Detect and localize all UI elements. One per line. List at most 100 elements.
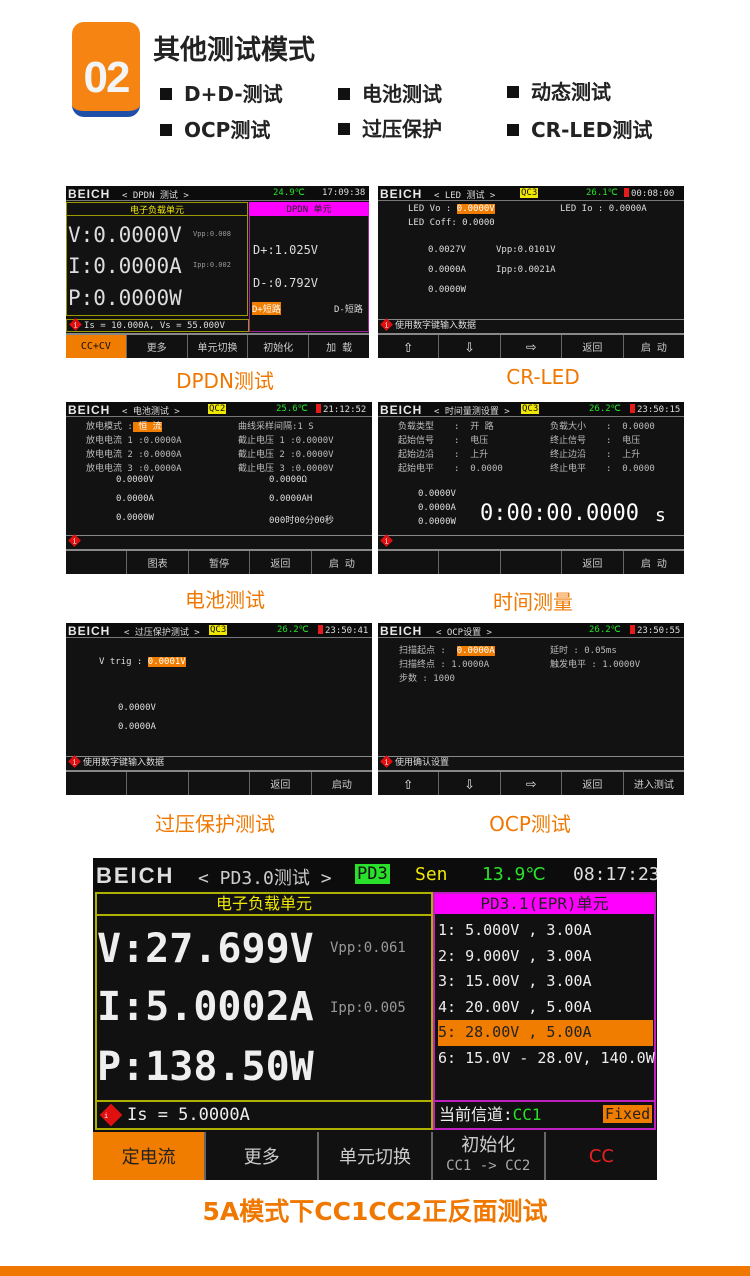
trigger-level-field[interactable]: 触发电平 : 1.0000V <box>550 660 641 670</box>
pdo-item[interactable]: 4: 20.00V , 5.00A <box>438 997 592 1016</box>
discharge-mode-value[interactable]: 恒 流 <box>132 422 162 432</box>
unit-switch-button[interactable]: 单元切换 <box>186 335 248 358</box>
scan-start-field[interactable]: 扫描起点 : 0.0000A <box>399 643 495 656</box>
setting-label: 终止信号 <box>550 436 587 446</box>
scan-start-value[interactable]: 0.0000A <box>456 646 495 656</box>
right-arrow-button[interactable]: ⇨ <box>499 335 561 358</box>
discharge-current-3[interactable]: 放电电流 3 :0.0000A <box>86 464 182 474</box>
dplus-short-indicator[interactable]: D+短路 <box>252 302 281 315</box>
init-button[interactable]: 初始化 CC1 -> CC2 <box>430 1132 544 1180</box>
setting-row[interactable]: 起始电平: 0.0000 <box>398 464 503 474</box>
start-button[interactable]: 启 动 <box>622 551 684 574</box>
constant-current-button[interactable]: 定电流 <box>93 1132 205 1180</box>
empty-softkey[interactable] <box>66 772 126 795</box>
vpp-reading: Vpp:0.0101V <box>496 245 556 255</box>
setting-value[interactable]: 电压 <box>470 436 489 446</box>
setting-label: 起始边沿 <box>398 450 435 460</box>
setting-value[interactable]: 上升 <box>470 450 489 460</box>
fixed-badge: Fixed <box>603 1105 653 1123</box>
clock: 00:08:00 <box>624 188 674 199</box>
more-button[interactable]: 更多 <box>125 335 187 358</box>
vtrig-field[interactable]: V trig : 0.0001V <box>99 657 186 667</box>
clock: 23:50:41 <box>318 625 368 636</box>
load-button[interactable]: 加 载 <box>308 335 369 358</box>
pause-button[interactable]: 暂停 <box>187 551 249 574</box>
discharge-current-1[interactable]: 放电电流 1 :0.0000A <box>86 436 182 446</box>
down-arrow-button[interactable]: ⇩ <box>438 335 499 358</box>
setting-row[interactable]: 起始信号: 电压 <box>398 436 489 446</box>
dminus-short-indicator[interactable]: D-短路 <box>334 305 363 315</box>
cutoff-voltage-1[interactable]: 截止电压 1 :0.0000V <box>238 436 334 446</box>
pdo-item[interactable]: 2: 9.000V , 3.00A <box>438 946 592 965</box>
pd-caption: 5A模式下CC1CC2正反面测试 <box>202 1197 548 1226</box>
back-button[interactable]: 返回 <box>249 772 310 795</box>
current-reading: I:5.0002A <box>97 984 314 1030</box>
info-icon <box>69 318 82 331</box>
setting-value[interactable]: 电压 <box>622 436 641 446</box>
scan-end-field[interactable]: 扫描终点 : 1.0000A <box>399 660 490 670</box>
discharge-mode-label: 放电模式 : <box>86 422 133 432</box>
empty-softkey[interactable] <box>438 551 499 574</box>
status-bar: Is = 5.0000A <box>95 1100 433 1130</box>
up-arrow-button[interactable]: ⇧ <box>403 336 414 357</box>
empty-softkey[interactable] <box>66 551 126 574</box>
status-text: Is = 5.0000A <box>127 1105 250 1125</box>
setting-value[interactable]: 0.0000 <box>622 422 655 432</box>
setting-row[interactable]: 终止边沿: 上升 <box>550 450 641 460</box>
setting-value[interactable]: 上升 <box>622 450 641 460</box>
delay-field[interactable]: 延时 : 0.05ms <box>550 646 617 656</box>
setting-row[interactable]: 起始边沿: 上升 <box>398 450 489 460</box>
setting-value[interactable]: 开 路 <box>470 422 494 432</box>
chart-button[interactable]: 图表 <box>126 551 187 574</box>
right-arrow-button[interactable]: ⇨ <box>499 772 561 795</box>
setting-row[interactable]: 负载类型: 开 路 <box>398 422 494 432</box>
unit-switch-button[interactable]: 单元切换 <box>317 1132 430 1180</box>
steps-field[interactable]: 步数 : 1000 <box>399 674 455 684</box>
pdo-item-selected[interactable]: 5: 28.00V , 5.00A <box>438 1020 653 1046</box>
vtrig-value[interactable]: 0.0001V <box>147 657 186 667</box>
empty-softkey[interactable] <box>499 551 561 574</box>
led-vo-value[interactable]: 0.0000V <box>456 204 495 214</box>
more-button[interactable]: 更多 <box>204 1132 317 1180</box>
start-button[interactable]: 启 动 <box>622 335 684 358</box>
up-arrow-button[interactable]: ⇧ <box>403 773 414 794</box>
pdo-item[interactable]: 1: 5.000V , 3.00A <box>438 921 592 939</box>
back-button[interactable]: 返回 <box>561 772 622 795</box>
pdo-item[interactable]: 6: 15.0V - 28.0V, 140.0W <box>438 1048 655 1067</box>
setting-value[interactable]: 0.0000 <box>622 464 655 474</box>
setting-row[interactable]: 负载大小: 0.0000 <box>550 422 655 432</box>
pdo-item[interactable]: 3: 15.00V , 3.00A <box>438 972 592 991</box>
discharge-current-2[interactable]: 放电电流 2 :0.0000A <box>86 450 182 460</box>
led-io-field[interactable]: LED Io : 0.0000A <box>560 204 647 214</box>
timer-display: 0:00:00.0000 <box>480 501 639 526</box>
empty-softkey[interactable] <box>126 772 187 795</box>
sample-interval-field[interactable]: 曲线采样间隔:1 S <box>238 422 314 432</box>
pd-panel-title: PD3.1(EPR)单元 <box>435 894 654 914</box>
back-button[interactable]: 返回 <box>249 551 310 574</box>
down-arrow-button[interactable]: ⇩ <box>438 772 499 795</box>
init-button[interactable]: 初始化 <box>247 335 308 358</box>
setting-value[interactable]: 0.0000 <box>470 464 503 474</box>
cutoff-voltage-3[interactable]: 截止电压 3 :0.0000V <box>238 464 334 474</box>
enter-test-button[interactable]: 进入测试 <box>622 772 684 795</box>
discharge-mode-field[interactable]: 放电模式 : 恒 流 <box>86 419 162 432</box>
start-button[interactable]: 启 动 <box>310 551 372 574</box>
setting-row[interactable]: 终止信号: 电压 <box>550 436 641 446</box>
led-vo-field[interactable]: LED Vo : 0.0000V <box>408 204 495 214</box>
led-coff-field[interactable]: LED Coff: 0.0000 <box>408 218 495 228</box>
softkey-bar: ⇧ ⇩ ⇨ 返回 启 动 <box>378 333 684 358</box>
current-reading: 0.0000A <box>428 265 466 275</box>
empty-softkey[interactable] <box>378 551 438 574</box>
empty-softkey[interactable] <box>187 772 249 795</box>
cc-cv-button[interactable]: CC+CV <box>66 335 126 358</box>
back-button[interactable]: 返回 <box>561 335 622 358</box>
beich-logo: BEICH <box>380 624 423 638</box>
cutoff-voltage-2[interactable]: 截止电压 2 :0.0000V <box>238 450 334 460</box>
battery-icon <box>630 404 635 413</box>
clock: 21:12:52 <box>316 404 366 415</box>
start-button[interactable]: 启动 <box>310 772 372 795</box>
cc-mode-button[interactable]: CC <box>543 1132 657 1180</box>
temperature: 26.1℃ <box>586 188 618 198</box>
setting-row[interactable]: 终止电平: 0.0000 <box>550 464 655 474</box>
back-button[interactable]: 返回 <box>561 551 622 574</box>
